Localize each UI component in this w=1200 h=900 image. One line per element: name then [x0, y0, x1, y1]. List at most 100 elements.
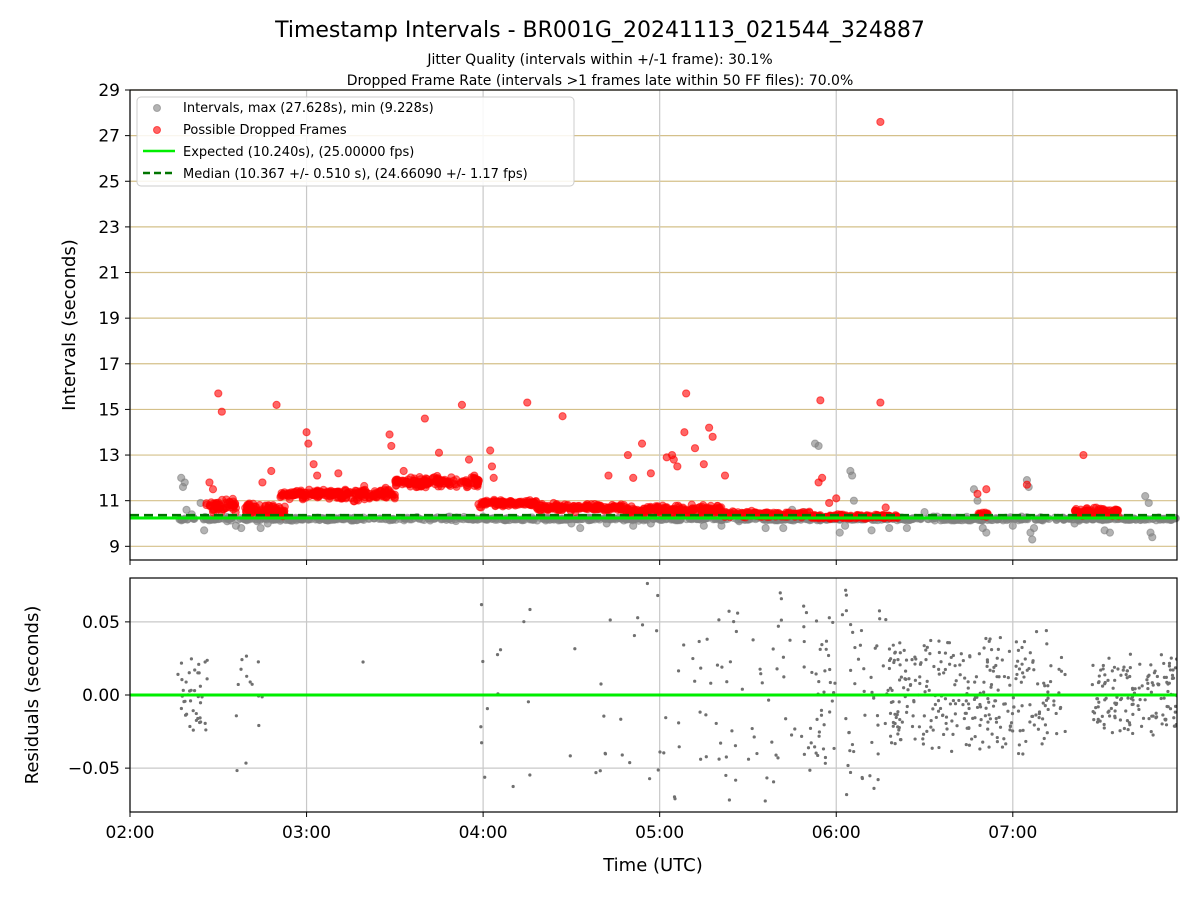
residual-point — [1169, 656, 1173, 660]
dropped-frame-point — [267, 466, 276, 476]
residual-point — [876, 723, 880, 727]
residual-point — [933, 702, 937, 707]
residual-point — [817, 734, 821, 738]
residual-point — [944, 715, 949, 719]
residual-point — [978, 705, 983, 709]
residual-point — [1016, 659, 1020, 663]
residual-point — [1014, 677, 1018, 681]
dropped-frame-point — [505, 498, 514, 507]
residual-point — [198, 701, 203, 705]
interval-point — [182, 505, 191, 514]
dropped-frame-point — [457, 400, 467, 409]
residual-point — [890, 688, 894, 692]
residual-point — [929, 638, 933, 643]
residual-point — [902, 686, 906, 690]
residual-point — [950, 749, 954, 754]
residual-point — [820, 642, 824, 647]
residual-point — [951, 732, 955, 736]
residual-point — [573, 647, 577, 651]
residual-point — [971, 716, 975, 720]
residual-point — [939, 660, 943, 664]
residual-point — [779, 618, 783, 622]
residual-point — [988, 637, 992, 641]
dropped-frame-point — [646, 503, 655, 512]
residual-point — [986, 720, 990, 724]
residual-point — [1107, 656, 1111, 660]
bottom-y-tick-label: −0.05 — [68, 759, 120, 779]
residual-point — [938, 706, 943, 711]
residual-point — [957, 698, 961, 703]
residual-point — [945, 727, 949, 731]
residual-point — [1143, 698, 1147, 702]
residual-point — [1113, 714, 1117, 718]
residual-point — [872, 786, 876, 790]
residual-point — [886, 688, 890, 692]
residual-point — [1157, 682, 1161, 686]
residual-point — [987, 745, 991, 749]
interval-point — [256, 523, 265, 533]
residual-point — [898, 663, 902, 667]
residuals-panel: −0.05 0.00 0.05 02:00 03:00 04:00 05:00 06:00 07… — [68, 577, 1178, 843]
residual-point — [1106, 678, 1110, 682]
residual-point — [1163, 717, 1167, 721]
dropped-frame-point — [816, 396, 825, 405]
residual-point — [760, 681, 764, 685]
bottom-y-axis-label: Residuals (seconds) — [22, 606, 43, 785]
interval-point — [848, 471, 857, 480]
residual-point — [1036, 727, 1041, 731]
residual-point — [250, 682, 254, 686]
residual-point — [827, 616, 831, 620]
residual-point — [802, 665, 806, 669]
interval-point — [567, 519, 576, 528]
residual-point — [937, 650, 941, 655]
x-tick-label: 07:00 — [988, 823, 1037, 843]
residual-point — [897, 728, 901, 732]
residual-point — [802, 625, 806, 629]
residual-point — [511, 784, 515, 789]
residual-point — [802, 639, 806, 644]
residual-point — [1008, 728, 1012, 732]
top-y-tick-label: 17 — [98, 355, 120, 375]
dropped-frame-point — [399, 466, 408, 476]
residual-point — [793, 727, 797, 731]
residual-point — [943, 651, 948, 655]
residual-point — [1017, 743, 1021, 747]
residual-point — [1007, 649, 1012, 653]
residual-point — [240, 658, 244, 662]
residual-point — [717, 757, 721, 761]
residual-point — [1149, 729, 1153, 734]
residual-point — [913, 678, 917, 682]
bottom-y-tick-label: 0.00 — [82, 686, 120, 706]
residual-point — [483, 775, 487, 779]
dropped-frame-point — [558, 412, 567, 421]
residual-point — [963, 676, 967, 680]
residual-point — [1112, 665, 1117, 669]
residual-point — [982, 690, 986, 694]
residual-point — [888, 711, 893, 715]
residual-point — [824, 639, 829, 643]
residual-point — [767, 698, 771, 702]
residual-point — [1057, 667, 1061, 671]
residual-point — [1167, 664, 1172, 668]
residual-point — [918, 681, 922, 686]
dropped-frame-point — [330, 487, 339, 497]
residual-point — [632, 633, 637, 638]
residual-point — [1025, 668, 1029, 672]
residual-point — [1137, 707, 1141, 712]
dropped-frame-point — [464, 455, 474, 464]
residual-point — [1097, 700, 1101, 704]
residual-point — [856, 657, 861, 661]
dropped-frame-point — [818, 473, 827, 482]
residual-point — [1126, 696, 1130, 700]
dropped-frame-point — [418, 481, 427, 490]
residual-point — [996, 647, 1000, 652]
residual-point — [832, 746, 836, 751]
residual-point — [1155, 674, 1159, 679]
residual-point — [709, 681, 713, 685]
residual-point — [1054, 711, 1058, 716]
residual-point — [699, 666, 703, 670]
residual-point — [1097, 674, 1101, 678]
residual-point — [677, 745, 681, 749]
residual-point — [1044, 629, 1048, 633]
residual-point — [814, 619, 819, 623]
